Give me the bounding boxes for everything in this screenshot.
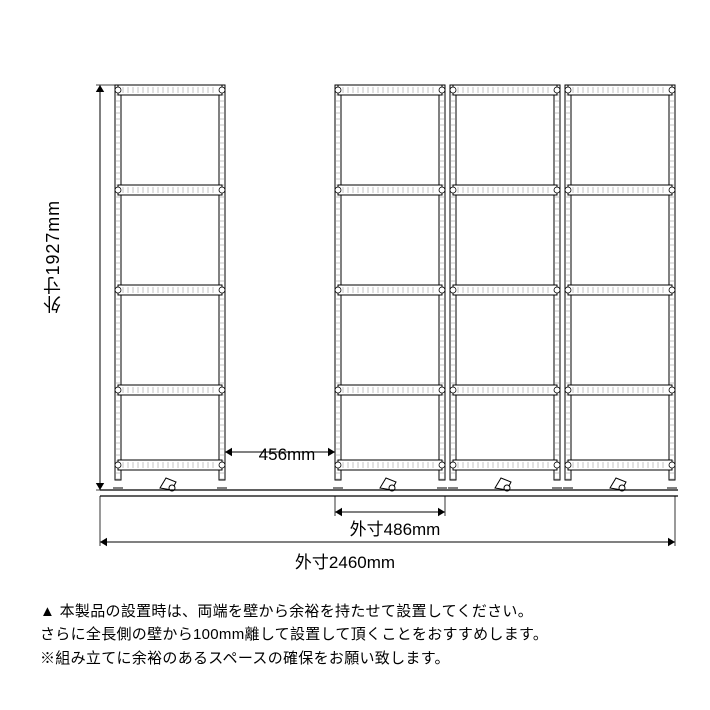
caption-line-1: ▲ 本製品の設置時は、両端を壁から余裕を持たせて設置してください。 [40, 600, 670, 623]
gap-dimension-label: 456mm [237, 445, 337, 465]
caption-line-3: ※組み立てに余裕のあるスペースの確保をお願い致します。 [40, 647, 670, 670]
caption-line-2: さらに全長側の壁から100mm離して設置して頂くことをおすすめします。 [40, 623, 670, 646]
caption-text: ▲ 本製品の設置時は、両端を壁から余裕を持たせて設置してください。 さらに全長側… [40, 600, 670, 670]
unit-width-dimension-label: 外寸486mm [325, 515, 465, 540]
shelf-diagram [60, 80, 660, 560]
height-dimension-label: 外寸1927mm [40, 200, 66, 313]
total-width-dimension-label: 外寸2460mm [260, 548, 430, 573]
